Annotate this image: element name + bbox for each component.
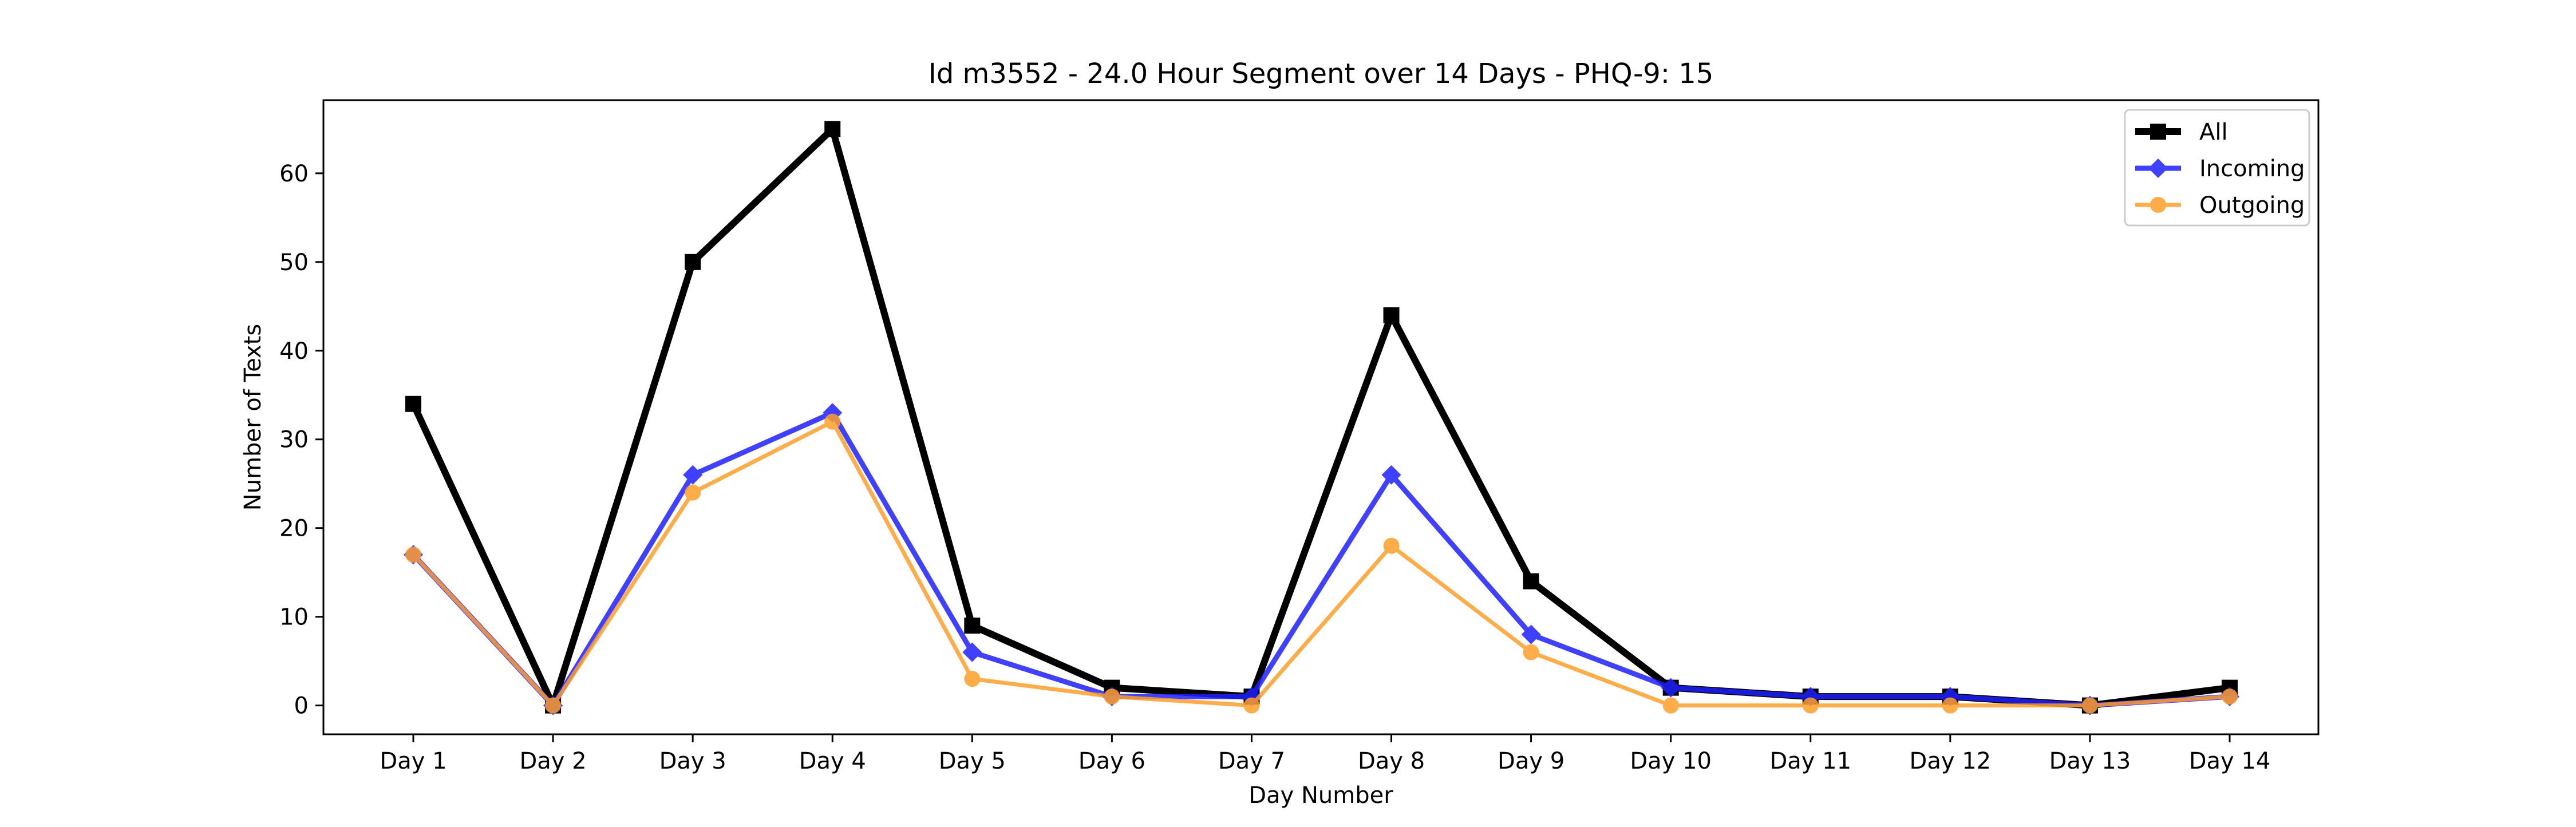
x-tick-label: Day 14 bbox=[2189, 748, 2271, 774]
data-point-incoming bbox=[1381, 465, 1401, 485]
x-tick-label: Day 11 bbox=[1769, 748, 1851, 774]
data-point-outgoing bbox=[405, 547, 421, 563]
data-point-outgoing bbox=[685, 484, 701, 501]
x-tick-label: Day 3 bbox=[659, 748, 726, 774]
axis-ticks: Day 1 Day 2 Day 3 Day 4 Day 5 Day 6 Day 7 Day 8… bbox=[279, 161, 2270, 774]
data-point-incoming bbox=[683, 465, 703, 485]
data-point-outgoing bbox=[1104, 688, 1120, 705]
x-tick-label: Day 8 bbox=[1358, 748, 1425, 774]
series-line-incoming bbox=[411, 410, 2230, 709]
x-tick-label: Day 5 bbox=[939, 748, 1006, 774]
legend-label: All bbox=[2199, 119, 2228, 145]
data-point-outgoing bbox=[2081, 697, 2098, 714]
legend-swatch-marker bbox=[2148, 159, 2168, 178]
series-outgoing bbox=[405, 413, 2238, 714]
x-tick-label: Day 4 bbox=[799, 748, 866, 774]
series-line-all bbox=[410, 125, 2230, 709]
series-incoming bbox=[404, 403, 2239, 715]
data-point-incoming bbox=[1661, 678, 1681, 698]
legend-entry bbox=[2135, 197, 2181, 213]
x-tick-label: Day 10 bbox=[1630, 748, 1712, 774]
data-point-all bbox=[1523, 573, 1539, 589]
data-point-all bbox=[964, 618, 981, 634]
y-tick-label: 30 bbox=[279, 427, 309, 453]
y-tick-label: 20 bbox=[279, 516, 309, 542]
legend-label: Incoming bbox=[2199, 156, 2305, 182]
x-tick-label: Day 7 bbox=[1218, 748, 1285, 774]
data-point-outgoing bbox=[545, 697, 562, 714]
series-line-outgoing bbox=[412, 420, 2230, 708]
data-point-outgoing bbox=[1243, 697, 1260, 714]
x-tick-label: Day 12 bbox=[1910, 748, 1992, 774]
data-point-incoming bbox=[962, 642, 982, 662]
data-point-all bbox=[405, 395, 421, 412]
y-tick-label: 50 bbox=[279, 250, 309, 276]
legend-label: Outgoing bbox=[2199, 192, 2305, 219]
data-point-outgoing bbox=[1662, 697, 1679, 714]
y-tick-label: 10 bbox=[279, 604, 309, 631]
legend: All Incoming Outgoing bbox=[2124, 109, 2310, 227]
data-point-all bbox=[1383, 307, 1400, 323]
data-point-incoming bbox=[1521, 624, 1541, 644]
x-tick-label: Day 1 bbox=[380, 748, 447, 774]
data-point-outgoing bbox=[1383, 537, 1400, 554]
data-point-outgoing bbox=[2222, 688, 2238, 705]
legend-entry bbox=[2135, 124, 2181, 140]
chart-title: Id m3552 - 24.0 Hour Segment over 14 Day… bbox=[929, 58, 1714, 90]
data-point-outgoing bbox=[1802, 697, 1819, 714]
data-point-outgoing bbox=[1523, 644, 1539, 660]
legend-swatch-marker bbox=[2150, 197, 2166, 213]
legend-entry bbox=[2135, 159, 2181, 178]
y-tick-label: 0 bbox=[294, 693, 309, 719]
x-tick-label: Day 6 bbox=[1078, 748, 1145, 774]
y-tick-label: 60 bbox=[279, 161, 309, 187]
plot-area-frame bbox=[322, 99, 2320, 735]
y-tick-label: 40 bbox=[279, 338, 309, 365]
data-point-all bbox=[685, 254, 701, 270]
data-point-outgoing bbox=[964, 671, 981, 687]
data-point-all bbox=[824, 121, 841, 137]
x-tick-label: Day 13 bbox=[2049, 748, 2131, 774]
legend-box bbox=[2124, 109, 2310, 227]
legend-swatch-marker bbox=[2150, 124, 2166, 140]
y-axis-label: Number of Texts bbox=[240, 324, 266, 511]
data-point-outgoing bbox=[1942, 697, 1958, 714]
data-point-outgoing bbox=[824, 413, 841, 430]
x-tick-label: Day 2 bbox=[519, 748, 586, 774]
x-axis-label: Day Number bbox=[1249, 782, 1393, 809]
series-lines bbox=[404, 121, 2239, 715]
x-tick-label: Day 9 bbox=[1498, 748, 1564, 774]
